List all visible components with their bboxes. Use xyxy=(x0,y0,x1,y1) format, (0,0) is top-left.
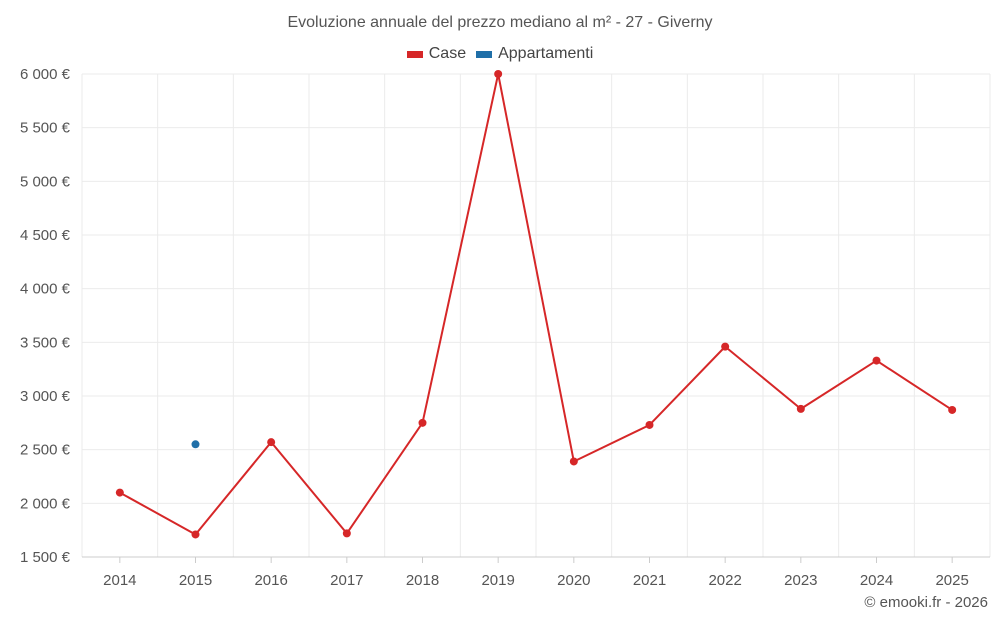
data-point-case xyxy=(342,529,351,538)
data-point-case xyxy=(645,420,654,429)
data-point-case xyxy=(191,530,200,539)
data-point-case xyxy=(267,438,276,447)
data-point-case xyxy=(796,404,805,413)
y-tick-label: 5 500 € xyxy=(20,120,71,137)
legend-item-appartamenti[interactable]: Appartamenti xyxy=(476,45,593,63)
x-tick-label: 2023 xyxy=(784,572,817,589)
series-line-case xyxy=(119,73,953,536)
series-group xyxy=(115,70,957,539)
legend-swatch-appartamenti xyxy=(476,50,493,58)
x-tick-label: 2021 xyxy=(633,572,666,589)
x-tick-label: 2025 xyxy=(935,572,968,589)
data-point-case xyxy=(115,488,124,497)
y-tick-label: 3 000 € xyxy=(20,388,71,405)
credit-text: © emooki.fr - 2026 xyxy=(864,594,988,611)
legend-label-appartamenti: Appartamenti xyxy=(498,45,594,62)
x-tick-label: 2016 xyxy=(254,572,287,589)
y-tick-label: 1 500 € xyxy=(20,549,71,566)
data-point-case xyxy=(872,356,881,365)
y-tick-label: 5 000 € xyxy=(20,173,71,190)
chart-title: Evoluzione annuale del prezzo mediano al… xyxy=(287,14,713,31)
data-point-case xyxy=(569,457,578,466)
y-tick-label: 2 000 € xyxy=(20,495,71,512)
x-tick-label: 2017 xyxy=(330,572,363,589)
y-tick-label: 4 000 € xyxy=(20,281,71,298)
axes xyxy=(82,556,990,563)
data-point-case xyxy=(948,405,957,414)
x-tick-label: 2022 xyxy=(708,572,741,589)
legend-item-case[interactable]: Case xyxy=(406,45,467,63)
x-axis-ticks: 2014 2015 2016 2017 2018 2019 2020 2021 2022 2023… xyxy=(103,572,969,589)
x-tick-label: 2014 xyxy=(103,572,136,589)
x-tick-label: 2019 xyxy=(481,572,514,589)
y-tick-label: 6 000 € xyxy=(20,66,71,83)
x-tick-label: 2018 xyxy=(406,572,439,589)
legend: Case Appartamenti xyxy=(0,45,1000,63)
data-point-appartamenti xyxy=(191,440,200,449)
y-tick-label: 2 500 € xyxy=(20,442,71,459)
legend-label-case: Case xyxy=(428,45,467,62)
x-tick-label: 2015 xyxy=(179,572,212,589)
data-point-case xyxy=(721,342,730,351)
y-axis-ticks: 1 500 € 2 000 € 2 500 € 3 000 € 3 500 € 4 000… xyxy=(20,66,71,566)
legend-swatch-case xyxy=(406,50,423,58)
data-point-case xyxy=(418,418,427,427)
y-tick-label: 4 500 € xyxy=(20,227,71,244)
data-point-case xyxy=(494,70,503,78)
grid-lines xyxy=(81,73,991,558)
x-tick-label: 2020 xyxy=(557,572,590,589)
x-tick-label: 2024 xyxy=(860,572,893,589)
y-tick-label: 3 500 € xyxy=(20,334,71,351)
